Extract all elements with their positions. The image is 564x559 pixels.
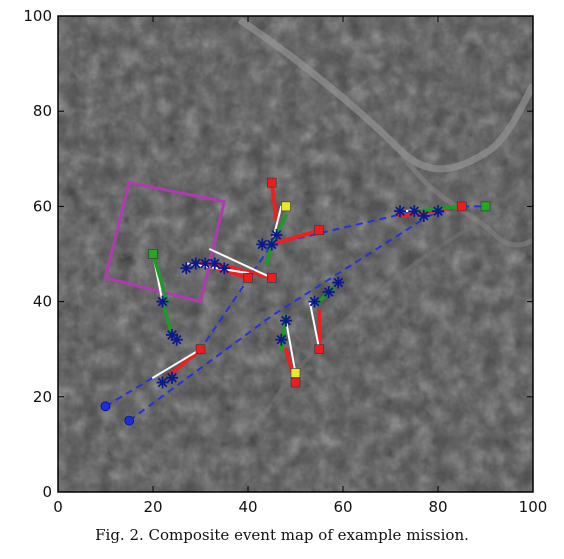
event-point [394, 205, 406, 218]
green-marker [148, 249, 158, 259]
event-point-stroke [266, 239, 277, 250]
river-branch [397, 148, 533, 248]
x-tick-label: 40 [238, 498, 257, 516]
event-point-stroke [276, 334, 287, 345]
red-marker [266, 272, 277, 283]
red-marker [195, 344, 206, 355]
event-point [308, 295, 321, 308]
x-tick-label: 60 [333, 498, 352, 516]
green-segment [160, 299, 174, 337]
event-point-stroke [181, 263, 192, 274]
yellow-marker [281, 201, 291, 212]
red-marker [290, 377, 301, 388]
event-point-stroke [433, 206, 443, 216]
y-tick-label: 80 [33, 102, 52, 120]
event-point [156, 295, 169, 308]
red-marker [314, 344, 325, 355]
start-point [124, 415, 135, 426]
figure: 0 20 40 60 80 100 0 20 40 60 80 100 [23, 7, 547, 516]
yellow-marker [290, 368, 301, 378]
event-point [432, 205, 444, 218]
y-tick-label: 100 [23, 7, 52, 25]
event-point-stroke [409, 206, 420, 216]
planned-path [128, 205, 463, 422]
start-point [100, 401, 111, 412]
event-point-stroke [395, 206, 405, 216]
event-point-stroke [333, 277, 344, 288]
x-tick-label: 100 [519, 498, 548, 516]
event-point-stroke [200, 258, 211, 269]
x-tick-label: 80 [428, 498, 447, 516]
green-segment [270, 214, 288, 247]
y-tick-label: 60 [33, 197, 52, 215]
event-point [270, 228, 283, 241]
river [238, 17, 533, 173]
red-marker [456, 201, 467, 212]
event-point [417, 209, 430, 222]
event-point-stroke [167, 330, 177, 340]
event-point [199, 257, 212, 270]
event-point [218, 262, 231, 275]
event-point-stroke [281, 315, 291, 326]
y-tick-label: 0 [42, 483, 52, 501]
event-point [208, 257, 221, 270]
red-segment [269, 228, 322, 247]
red-marker [314, 225, 325, 235]
event-map-chart: 0 20 40 60 80 100 0 20 40 60 80 100 [23, 7, 547, 516]
event-point [189, 257, 202, 270]
event-point [170, 333, 183, 346]
event-point-stroke [190, 258, 201, 269]
white-segment [209, 248, 273, 279]
x-tick-label: 0 [53, 498, 63, 516]
event-point [280, 314, 292, 327]
event-point-stroke [209, 258, 220, 269]
y-tick-label: 20 [33, 388, 52, 406]
event-point-stroke [309, 296, 320, 307]
event-point [322, 286, 335, 299]
event-point-stroke [157, 377, 168, 388]
x-tick-labels: 0 20 40 60 80 100 [53, 498, 547, 516]
green-segment [151, 252, 169, 304]
event-point [275, 333, 288, 346]
y-tick-label: 40 [33, 293, 52, 311]
white-segment [285, 319, 297, 374]
event-point-stroke [157, 296, 168, 307]
event-point-stroke [167, 372, 177, 383]
event-point [166, 371, 178, 384]
event-point-stroke [171, 334, 182, 345]
y-tick-labels: 0 20 40 60 80 100 [23, 7, 52, 501]
event-point-stroke [219, 263, 230, 274]
event-point-stroke [418, 211, 429, 221]
white-segment [308, 300, 321, 351]
event-point [332, 276, 345, 289]
red-marker [243, 272, 253, 283]
red-marker [266, 177, 277, 188]
event-point-stroke [271, 230, 282, 240]
event-point [156, 376, 169, 389]
chart-marks [100, 177, 491, 426]
figure-caption: Fig. 2. Composite event map of example m… [95, 526, 469, 544]
event-point [180, 262, 193, 275]
event-point-stroke [323, 287, 334, 297]
plot-frame [57, 15, 534, 493]
red-segment [269, 180, 279, 223]
event-point [265, 238, 278, 251]
green-marker [480, 201, 491, 212]
event-point [408, 205, 421, 218]
axis-ticks [57, 15, 534, 493]
satellite-background [58, 16, 533, 492]
search-region [103, 180, 227, 304]
x-tick-label: 20 [143, 498, 162, 516]
white-segment [152, 348, 202, 379]
event-point-stroke [257, 239, 268, 250]
